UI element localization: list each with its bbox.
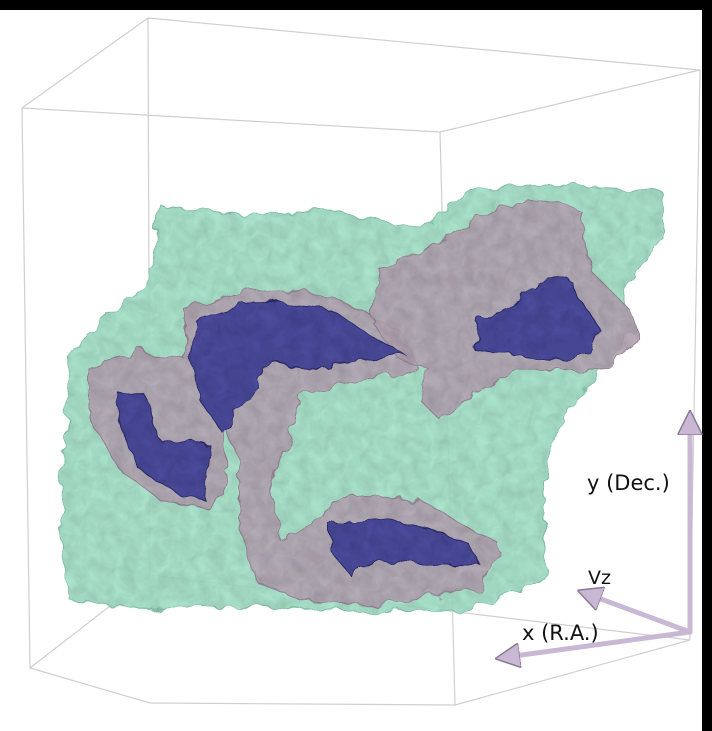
y-axis-label: y (Dec.) (587, 471, 670, 495)
axis-arrows (500, 415, 690, 658)
x-arrow (500, 629, 693, 658)
z-axis-label: Vz (588, 567, 611, 589)
x-axis-label: x (R.A.) (522, 621, 599, 645)
z-arrow (582, 592, 693, 635)
high-density-surface (114, 274, 601, 576)
